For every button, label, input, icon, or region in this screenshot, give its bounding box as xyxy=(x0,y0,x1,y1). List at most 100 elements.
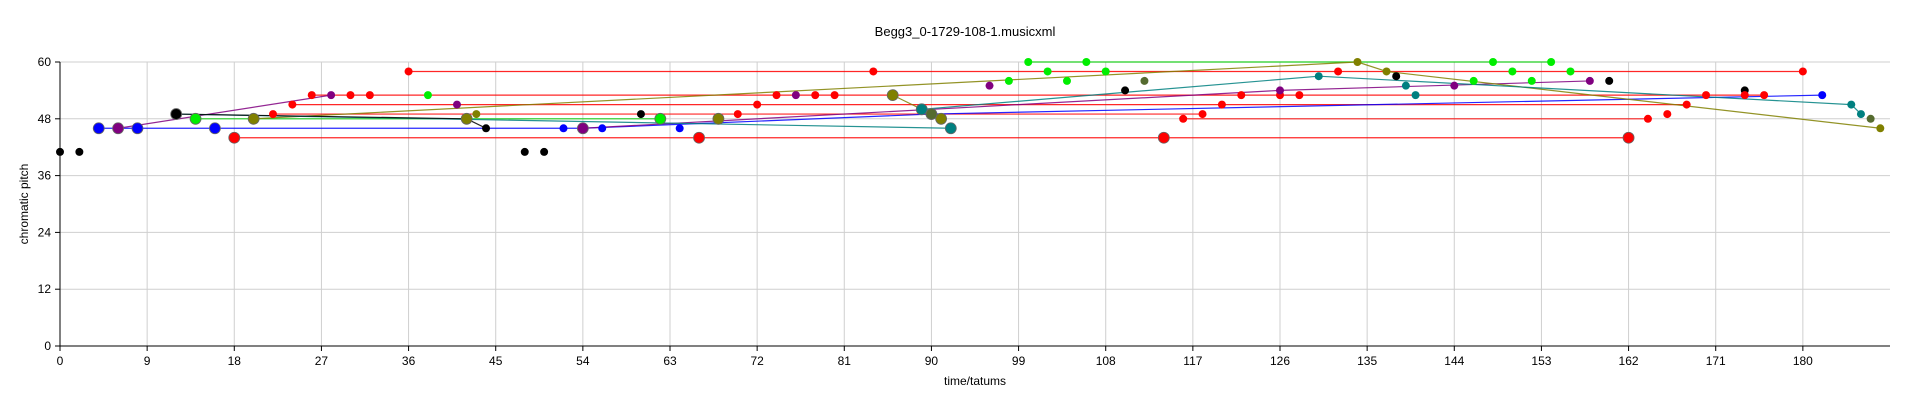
connection-line xyxy=(921,75,1319,110)
connection-line xyxy=(118,94,332,129)
data-point xyxy=(170,108,183,120)
y-tick-label: 48 xyxy=(38,112,52,126)
y-tick-label: 12 xyxy=(38,282,52,296)
data-point xyxy=(791,91,800,100)
data-point xyxy=(1401,81,1410,90)
x-tick-label: 9 xyxy=(144,354,151,368)
data-point xyxy=(1740,91,1749,100)
data-point xyxy=(944,122,957,135)
x-tick-label: 162 xyxy=(1619,354,1639,368)
data-point xyxy=(1547,58,1556,66)
data-point xyxy=(712,112,725,125)
data-point xyxy=(1566,67,1575,76)
data-point xyxy=(131,122,144,135)
data-point xyxy=(693,131,705,144)
data-point xyxy=(327,91,336,100)
y-tick-label: 24 xyxy=(38,225,52,239)
y-tick-label: 36 xyxy=(38,169,52,183)
data-point xyxy=(636,110,645,119)
x-tick-label: 54 xyxy=(576,354,590,368)
data-point xyxy=(1663,110,1672,119)
x-tick-label: 99 xyxy=(1012,354,1026,368)
x-tick-label: 117 xyxy=(1183,354,1202,368)
data-point xyxy=(1062,76,1071,85)
data-point xyxy=(452,100,461,109)
x-tick-label: 72 xyxy=(750,354,764,368)
data-point xyxy=(1334,67,1343,76)
data-point xyxy=(404,67,413,76)
x-tick-labels: 0 9 18 27 36 45 54 63 72 81 90 99 108 117 126 135 144 153… xyxy=(57,354,1814,368)
axes xyxy=(55,61,1890,351)
data-point xyxy=(1382,67,1391,76)
data-point xyxy=(288,100,297,109)
data-point xyxy=(365,91,374,100)
data-point xyxy=(1411,91,1420,100)
chart-title: Begg3_0-1729-108-1.musicxml xyxy=(875,24,1056,39)
data-point xyxy=(1622,131,1635,144)
data-point xyxy=(540,147,549,156)
data-point xyxy=(189,112,202,125)
data-point xyxy=(1276,86,1284,95)
data-point xyxy=(1469,76,1478,85)
x-tick-label: 153 xyxy=(1531,354,1551,368)
x-axis-label: time/tatums xyxy=(944,374,1006,388)
x-tick-label: 0 xyxy=(57,354,64,368)
data-point xyxy=(1198,110,1207,119)
connection-line xyxy=(1279,80,1590,91)
data-point xyxy=(1392,72,1401,81)
x-tick-label: 135 xyxy=(1357,354,1377,368)
y-tick-labels: 0 12 24 36 48 60 xyxy=(38,55,52,353)
data-point xyxy=(576,122,589,135)
x-tick-label: 171 xyxy=(1706,354,1726,368)
data-point xyxy=(935,112,948,125)
connection-line xyxy=(1318,75,1852,106)
data-point xyxy=(1682,100,1691,109)
data-point xyxy=(869,67,878,76)
data-point xyxy=(1798,67,1807,76)
data-point xyxy=(1508,67,1517,76)
data-point xyxy=(1866,114,1875,123)
x-tick-label: 36 xyxy=(402,354,416,368)
data-point xyxy=(985,81,994,90)
data-point xyxy=(209,122,221,135)
data-point xyxy=(1489,58,1498,66)
data-point xyxy=(1043,67,1052,76)
data-point xyxy=(269,110,278,119)
data-point xyxy=(1527,76,1536,85)
data-point xyxy=(423,91,432,100)
data-point xyxy=(830,91,839,100)
x-tick-label: 45 xyxy=(489,354,503,368)
data-point xyxy=(1237,91,1246,100)
x-tick-label: 144 xyxy=(1444,354,1464,368)
data-point xyxy=(307,91,316,100)
connection-line xyxy=(1357,61,1387,73)
x-tick-label: 108 xyxy=(1096,354,1116,368)
data-point xyxy=(228,131,241,144)
data-point xyxy=(1295,91,1304,100)
data-point xyxy=(75,147,84,156)
x-tick-label: 126 xyxy=(1270,354,1290,368)
data-point xyxy=(1876,124,1885,133)
connection-lines xyxy=(98,61,1881,139)
data-point xyxy=(733,110,742,119)
data-point xyxy=(1353,58,1362,66)
connection-line xyxy=(176,113,467,120)
data-point xyxy=(1605,76,1614,85)
data-point xyxy=(886,89,899,102)
data-point xyxy=(1314,72,1323,81)
data-point xyxy=(753,100,762,109)
data-point xyxy=(460,112,473,125)
x-tick-label: 180 xyxy=(1793,354,1813,368)
connection-line xyxy=(931,94,1823,115)
data-point xyxy=(1847,100,1856,109)
data-point xyxy=(675,124,684,133)
x-tick-label: 90 xyxy=(925,354,939,368)
connection-line xyxy=(1386,70,1881,129)
data-point xyxy=(1856,110,1865,119)
data-point xyxy=(1157,131,1170,144)
data-point xyxy=(520,147,529,156)
data-point xyxy=(559,124,568,133)
y-tick-label: 0 xyxy=(44,339,51,353)
data-point xyxy=(112,122,124,135)
